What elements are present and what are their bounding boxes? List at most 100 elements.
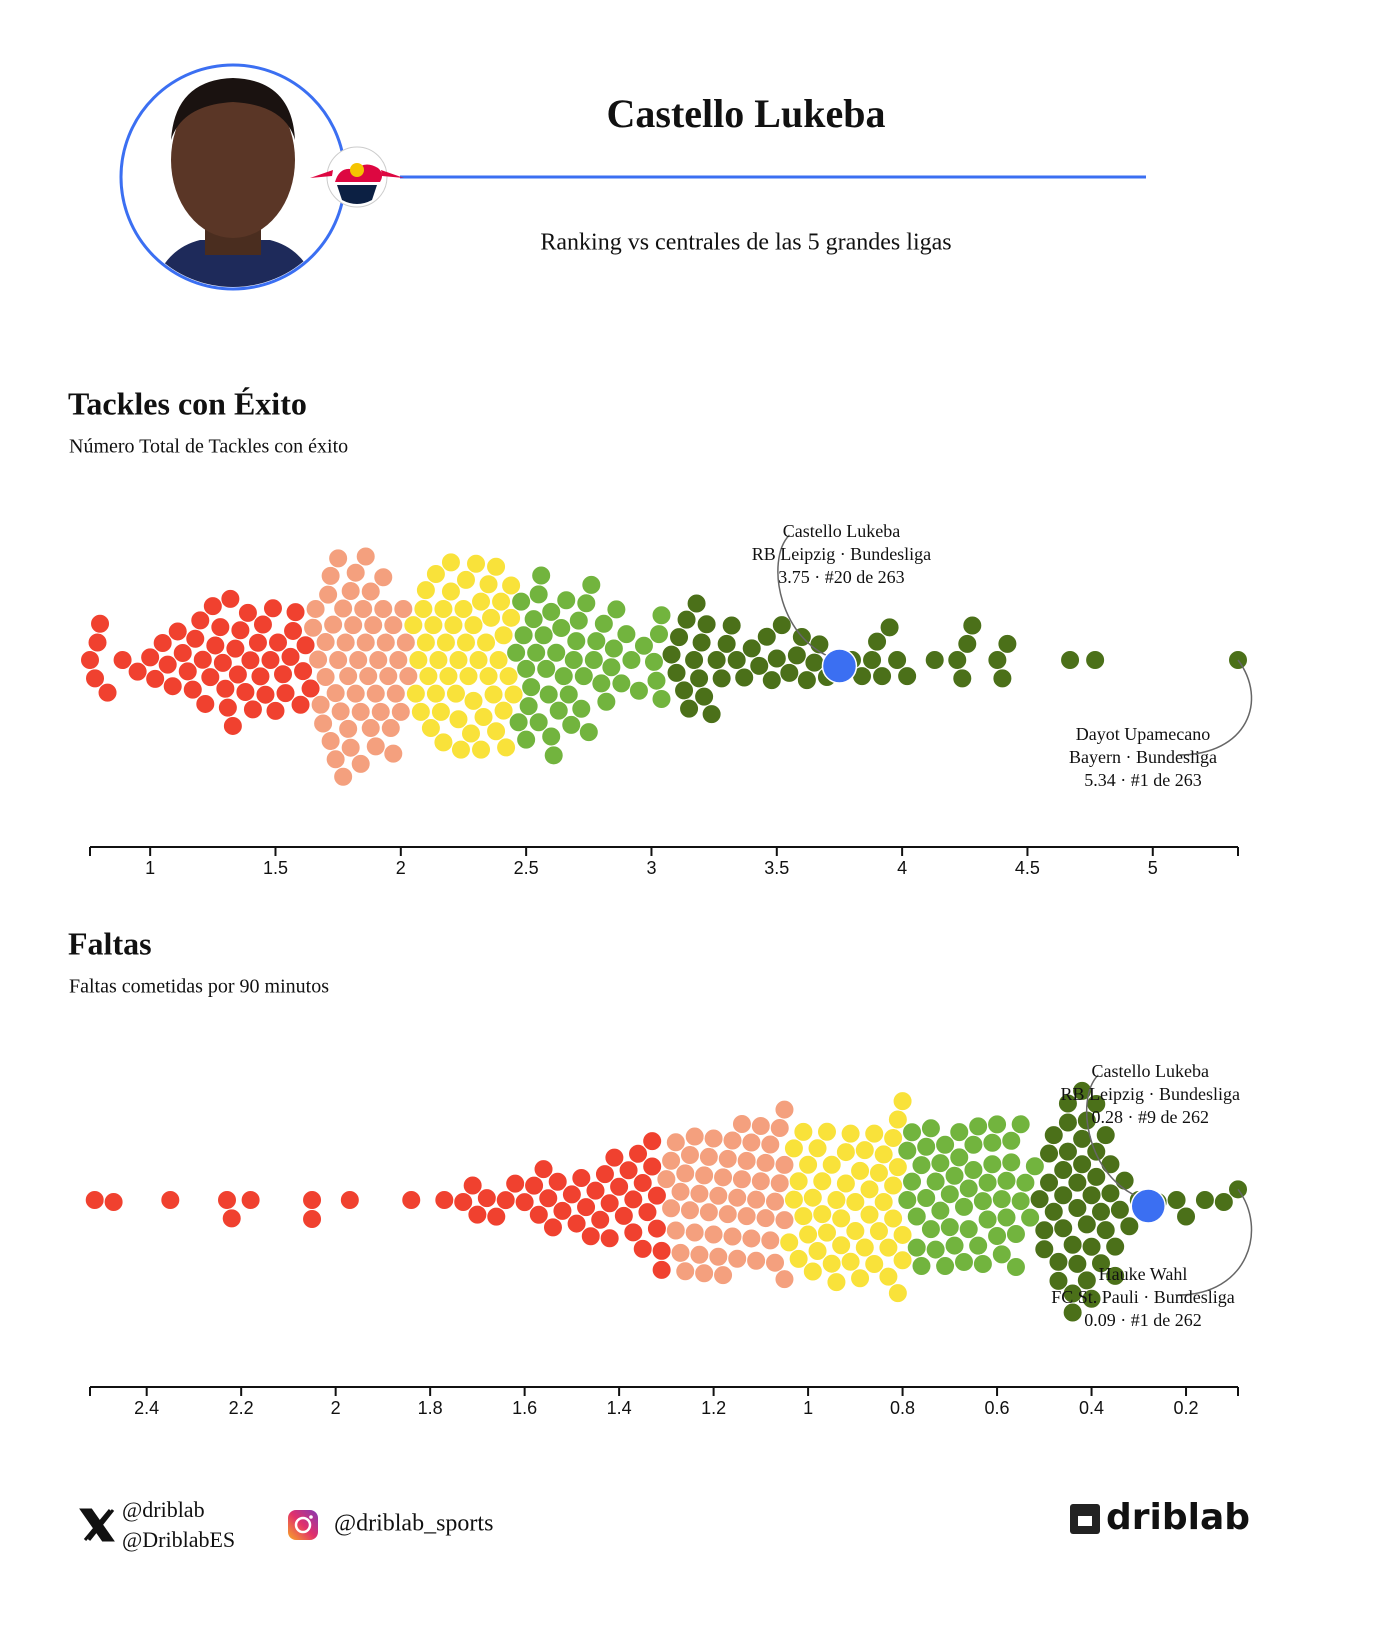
- x-tick-label: 2.2: [229, 1398, 254, 1418]
- dot: [1034, 1239, 1055, 1260]
- dot: [318, 584, 339, 605]
- dot: [916, 1188, 937, 1209]
- dot: [628, 680, 649, 701]
- dot: [783, 1138, 804, 1159]
- dot: [968, 1235, 989, 1256]
- dot: [642, 1131, 663, 1152]
- dot: [250, 666, 271, 687]
- dot: [524, 1175, 545, 1196]
- dot: [774, 1154, 795, 1175]
- dot: [503, 684, 524, 705]
- dot: [864, 1123, 885, 1144]
- dot: [826, 1272, 847, 1293]
- dot: [375, 632, 396, 653]
- dot: [466, 553, 487, 574]
- dot: [440, 581, 461, 602]
- dot: [831, 1208, 852, 1229]
- instagram-icon: [288, 1510, 318, 1540]
- dot: [892, 1224, 913, 1245]
- dot: [190, 610, 211, 631]
- swarm: [80, 546, 1106, 787]
- dot: [328, 650, 349, 670]
- dot: [240, 1190, 261, 1210]
- dot: [1048, 1251, 1069, 1272]
- dot: [405, 683, 426, 704]
- dot: [802, 1187, 823, 1208]
- dot: [561, 714, 582, 735]
- dot: [220, 588, 241, 609]
- dot: [323, 614, 344, 635]
- dot: [755, 1208, 776, 1229]
- dot: [992, 668, 1013, 689]
- dot: [415, 632, 436, 653]
- dot: [1043, 1125, 1064, 1146]
- dot: [225, 638, 246, 659]
- dot: [656, 1169, 677, 1190]
- dot: [440, 552, 461, 573]
- dot: [172, 643, 193, 664]
- dot: [460, 723, 481, 744]
- dot: [217, 697, 238, 718]
- dot: [516, 658, 537, 679]
- dot: [145, 668, 166, 689]
- dot: [1034, 1220, 1055, 1241]
- dot: [511, 591, 532, 612]
- dot: [821, 1154, 842, 1175]
- dot: [200, 667, 221, 688]
- chart-subtitle: Faltas cometidas por 90 minutos: [69, 976, 329, 998]
- dot: [826, 1190, 847, 1210]
- dot: [698, 1202, 719, 1223]
- dot: [643, 651, 664, 672]
- dot: [666, 662, 687, 683]
- dot: [892, 1091, 913, 1112]
- dot: [987, 650, 1008, 670]
- dot: [674, 680, 695, 701]
- dot: [365, 683, 386, 704]
- dot: [360, 718, 381, 739]
- dot: [1043, 1201, 1064, 1222]
- dot: [807, 1138, 828, 1159]
- dot: [741, 1132, 762, 1153]
- dot: [746, 1189, 767, 1210]
- dot: [840, 1123, 861, 1144]
- dot: [944, 1165, 965, 1186]
- top-label: 0.09 · #1 de 262: [1084, 1310, 1201, 1330]
- dot: [255, 684, 276, 705]
- dot: [864, 1254, 885, 1275]
- dot: [423, 615, 444, 636]
- dot: [731, 1169, 752, 1190]
- dot: [295, 635, 316, 656]
- dot: [488, 650, 509, 670]
- dot: [840, 1251, 861, 1272]
- dot: [717, 1204, 738, 1225]
- dot: [212, 652, 233, 673]
- dot: [962, 615, 983, 636]
- dot: [1024, 1156, 1045, 1177]
- dot: [260, 650, 281, 670]
- subtitle: Ranking vs centrales de las 5 grandes li…: [540, 230, 951, 256]
- dot: [368, 650, 389, 670]
- highlight-label: 3.75 · #20 de 263: [778, 567, 904, 587]
- dot: [708, 1246, 729, 1267]
- dot: [1076, 1270, 1097, 1291]
- dot: [390, 701, 411, 722]
- dot: [443, 615, 464, 636]
- dot: [750, 1171, 771, 1192]
- dot: [240, 650, 261, 671]
- dot: [302, 1190, 323, 1210]
- dot: [1114, 1170, 1135, 1191]
- dot: [1081, 1185, 1102, 1206]
- dot: [862, 650, 883, 670]
- dot: [335, 632, 356, 653]
- dot: [726, 650, 747, 670]
- dot: [991, 1244, 1012, 1265]
- dot: [779, 662, 800, 683]
- dot: [434, 1190, 455, 1210]
- dot: [202, 596, 223, 617]
- dot: [798, 1154, 819, 1175]
- dot: [599, 1228, 620, 1249]
- dot: [505, 1173, 526, 1194]
- dot: [1109, 1199, 1130, 1220]
- dot: [531, 565, 552, 586]
- dot: [280, 646, 301, 667]
